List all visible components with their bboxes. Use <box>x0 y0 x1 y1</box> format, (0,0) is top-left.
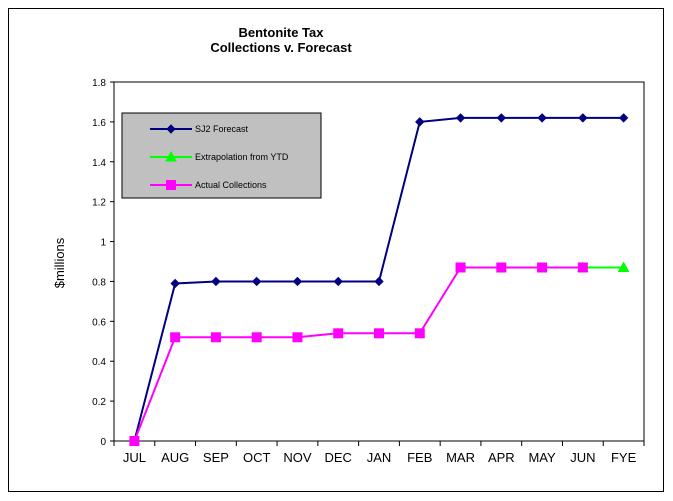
data-point-actual-collections <box>251 332 262 343</box>
y-tick-label: 1.6 <box>92 118 106 129</box>
data-point-sj2-forecast <box>251 276 262 287</box>
y-tick-label: 1.2 <box>92 198 106 209</box>
legend-label-sj2-forecast: SJ2 Forecast <box>195 124 249 134</box>
data-point-sj2-forecast <box>333 276 343 287</box>
data-point-actual-collections <box>170 332 181 343</box>
y-tick-label: 1.4 <box>92 158 106 169</box>
x-tick-label: FEB <box>407 450 432 465</box>
data-point-extrapolation-from-ytd <box>617 261 630 272</box>
y-tick-label: 0.2 <box>92 397 106 408</box>
x-tick-label: SEP <box>203 450 229 465</box>
x-tick-label: AUG <box>161 450 189 465</box>
x-tick-label: JUL <box>123 450 146 465</box>
legend-marker-sj2-forecast <box>166 124 176 134</box>
y-tick-label: 1.8 <box>92 78 106 89</box>
x-tick-label: JUN <box>570 450 595 465</box>
legend-marker-extrapolation-from-ytd <box>165 150 177 162</box>
x-tick-label: MAY <box>528 450 556 465</box>
legend-box <box>121 112 322 199</box>
y-tick-label: 0 <box>100 437 106 448</box>
legend-label-actual-collections: Actual Collections <box>195 180 267 190</box>
data-point-actual-collections <box>455 262 466 273</box>
x-tick-label: FYE <box>611 450 637 465</box>
x-tick-label: JAN <box>367 450 392 465</box>
data-point-sj2-forecast <box>455 113 466 123</box>
y-axis-label: $millions <box>52 237 67 288</box>
series-line-actual-collections <box>133 266 583 442</box>
data-point-actual-collections <box>333 328 344 339</box>
series-actual-collections <box>129 262 588 446</box>
data-point-sj2-forecast <box>374 276 384 287</box>
data-point-actual-collections <box>374 328 384 339</box>
data-point-actual-collections <box>210 332 221 343</box>
x-tick-label: OCT <box>243 450 271 465</box>
data-point-sj2-forecast <box>211 276 221 287</box>
data-point-sj2-forecast <box>578 113 588 123</box>
data-point-actual-collections <box>537 262 548 273</box>
legend-label-extrapolation-from-ytd: Extrapolation from YTD <box>195 152 289 162</box>
data-point-sj2-forecast <box>496 113 507 123</box>
x-tick-label: APR <box>488 450 515 465</box>
data-point-sj2-forecast <box>292 276 303 287</box>
data-point-sj2-forecast <box>170 278 180 289</box>
data-point-actual-collections <box>577 262 588 273</box>
legend-marker-actual-collections <box>166 180 176 190</box>
x-tick-label: NOV <box>283 450 312 465</box>
data-point-actual-collections <box>292 332 303 343</box>
data-point-actual-collections <box>496 262 507 273</box>
legend: SJ2 Forecast Extrapolation from YTD Actual… <box>121 112 322 199</box>
series-sj2-forecast <box>129 113 629 446</box>
y-tick-label: 0.6 <box>92 317 106 328</box>
data-point-sj2-forecast <box>618 113 629 123</box>
y-tick-label: 0.8 <box>92 277 106 288</box>
x-tick-label: MAR <box>446 450 475 465</box>
chart-title-line1: Bentonite Tax <box>239 25 325 40</box>
chart-title-line2: Collections v. Forecast <box>210 40 352 55</box>
y-tick-label: 0.4 <box>92 357 106 368</box>
data-point-actual-collections <box>414 328 425 339</box>
data-point-actual-collections <box>129 436 140 446</box>
y-tick-label: 1 <box>100 238 106 249</box>
data-point-sj2-forecast <box>415 117 425 127</box>
x-tick-label: DEC <box>325 450 352 465</box>
data-point-sj2-forecast <box>537 113 547 123</box>
